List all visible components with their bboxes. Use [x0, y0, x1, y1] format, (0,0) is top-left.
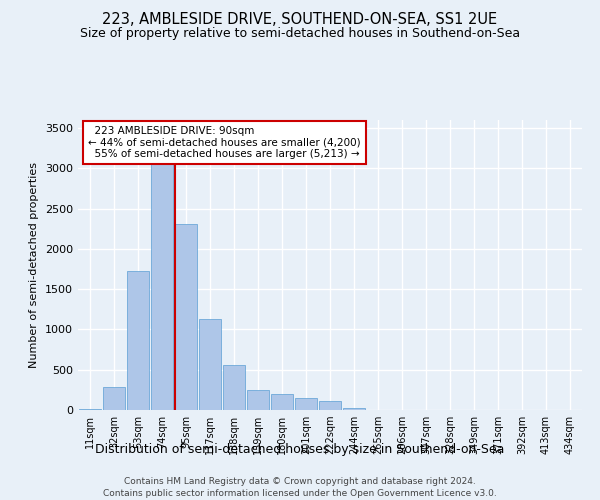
Y-axis label: Number of semi-detached properties: Number of semi-detached properties — [29, 162, 40, 368]
Bar — [199, 319, 221, 410]
Bar — [223, 365, 245, 410]
Bar — [343, 408, 365, 410]
Text: Contains HM Land Registry data © Crown copyright and database right 2024.: Contains HM Land Registry data © Crown c… — [124, 478, 476, 486]
Bar — [247, 390, 269, 410]
Bar — [295, 398, 317, 410]
Bar — [151, 160, 173, 410]
Bar — [79, 409, 101, 410]
Text: Size of property relative to semi-detached houses in Southend-on-Sea: Size of property relative to semi-detach… — [80, 28, 520, 40]
Bar — [127, 272, 149, 410]
Text: 223, AMBLESIDE DRIVE, SOUTHEND-ON-SEA, SS1 2UE: 223, AMBLESIDE DRIVE, SOUTHEND-ON-SEA, S… — [103, 12, 497, 28]
Text: 223 AMBLESIDE DRIVE: 90sqm
← 44% of semi-detached houses are smaller (4,200)
  5: 223 AMBLESIDE DRIVE: 90sqm ← 44% of semi… — [88, 126, 361, 159]
Text: Distribution of semi-detached houses by size in Southend-on-Sea: Distribution of semi-detached houses by … — [95, 442, 505, 456]
Text: Contains public sector information licensed under the Open Government Licence v3: Contains public sector information licen… — [103, 489, 497, 498]
Bar — [319, 400, 341, 410]
Bar — [271, 394, 293, 410]
Bar — [175, 224, 197, 410]
Bar — [103, 386, 125, 410]
